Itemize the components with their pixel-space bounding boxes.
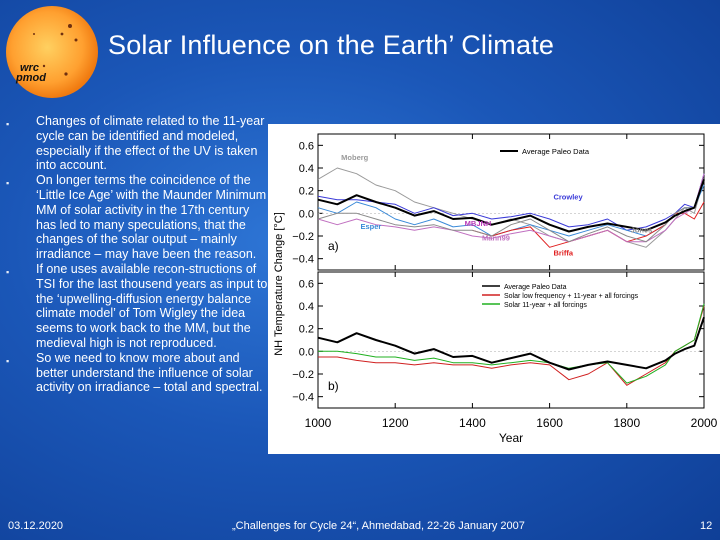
panel-b: 0.60.40.20.0−0.2−0.4 Average Paleo Data … bbox=[292, 271, 705, 409]
panel-b-legend-text: Average Paleo Data bbox=[504, 284, 567, 291]
bullet-marker-icon: ▪ bbox=[6, 178, 10, 189]
series-annotation: Esper bbox=[360, 222, 381, 231]
y-tick-label: 0.2 bbox=[299, 186, 314, 198]
footer-date: 03.12.2020 bbox=[8, 520, 64, 532]
y-tick-label: 0.0 bbox=[299, 208, 314, 220]
panel-a-label: a) bbox=[328, 239, 339, 253]
series-annotation: Moberg bbox=[341, 153, 369, 162]
bullet-text: On longer terms the coincidence of the ‘… bbox=[36, 173, 267, 262]
x-tick-label: 1200 bbox=[382, 416, 409, 430]
footer-page-number: 12 bbox=[700, 520, 713, 532]
series-line bbox=[317, 173, 705, 243]
y-tick-label: −0.2 bbox=[292, 369, 314, 381]
temperature-figure: NH Temperature Change [°C] 0.6 0.4 0.2 0.0 −… bbox=[268, 124, 720, 454]
logo-pmod-text: pmod bbox=[15, 72, 46, 84]
panel-a-legend-text: Average Paleo Data bbox=[522, 147, 590, 156]
series-annotation: Jones bbox=[631, 226, 653, 235]
y-tick-label: −0.4 bbox=[292, 254, 314, 266]
panel-b-legend-text: Solar 11-year + all forcings bbox=[504, 302, 587, 309]
y-axis-label: NH Temperature Change [°C] bbox=[273, 212, 285, 356]
bullet-item: ▪ On longer terms the coincidence of the … bbox=[6, 173, 268, 262]
bullet-marker-icon: ▪ bbox=[6, 266, 10, 277]
x-axis-label: Year bbox=[499, 431, 523, 445]
y-tick-label: 0.4 bbox=[299, 163, 314, 175]
y-tick-label: 0.6 bbox=[299, 140, 314, 152]
series-annotation: Briffa bbox=[553, 248, 573, 257]
panel-b-legend-text: Solar low frequency + 11-year + all forc… bbox=[504, 293, 639, 300]
series-annotation: Crowley bbox=[553, 193, 583, 202]
x-tick-label: 1800 bbox=[613, 416, 640, 430]
y-tick-label: 0.6 bbox=[299, 278, 314, 290]
series-annotation: MBJNH bbox=[465, 219, 492, 228]
series-line bbox=[317, 316, 705, 371]
logo-wrc-text: wrc bbox=[20, 62, 39, 74]
bullet-text: If one uses available recon-structions o… bbox=[36, 261, 268, 350]
x-tick-label: 1400 bbox=[459, 416, 486, 430]
series-line bbox=[318, 303, 705, 384]
y-tick-label: −0.4 bbox=[292, 392, 314, 404]
bullet-text: So we need to know more about and better… bbox=[36, 350, 263, 395]
y-tick-label: 0.4 bbox=[299, 301, 314, 313]
bullet-marker-icon: ▪ bbox=[6, 355, 10, 366]
bullet-item: ▪ If one uses available recon-structions … bbox=[6, 262, 268, 351]
x-tick-label: 1000 bbox=[305, 416, 332, 430]
footer-event: „Challenges for Cycle 24“, Ahmedabad, 22… bbox=[232, 520, 525, 532]
bullet-list: ▪ Changes of climate related to the 11-ye… bbox=[6, 114, 268, 395]
y-tick-label: 0.2 bbox=[299, 324, 314, 336]
x-tick-label: 2000 bbox=[691, 416, 718, 430]
panel-a: 0.6 0.4 0.2 0.0 −0.2 −0.4 Moberg Crowley Esper M… bbox=[292, 133, 705, 271]
panel-b-frame bbox=[317, 271, 705, 409]
y-tick-label: 0.0 bbox=[299, 346, 314, 358]
bullet-item: ▪ Changes of climate related to the 11-ye… bbox=[6, 114, 268, 173]
bullet-text: Changes of climate related to the 11-yea… bbox=[36, 114, 265, 173]
slide-title: Solar Influence on the Earth’ Climate bbox=[108, 30, 555, 60]
pmod-wrc-sun-logo: wrc pmod bbox=[6, 6, 98, 98]
y-tick-label: −0.2 bbox=[292, 231, 314, 243]
series-annotation: Mann99 bbox=[482, 234, 510, 243]
series-line bbox=[317, 173, 705, 231]
x-tick-label: 1600 bbox=[536, 416, 563, 430]
panel-b-label: b) bbox=[328, 379, 339, 393]
series-line bbox=[317, 178, 705, 233]
bullet-item: ▪ So we need to know more about and bette… bbox=[6, 351, 268, 395]
bullet-marker-icon: ▪ bbox=[6, 119, 10, 129]
